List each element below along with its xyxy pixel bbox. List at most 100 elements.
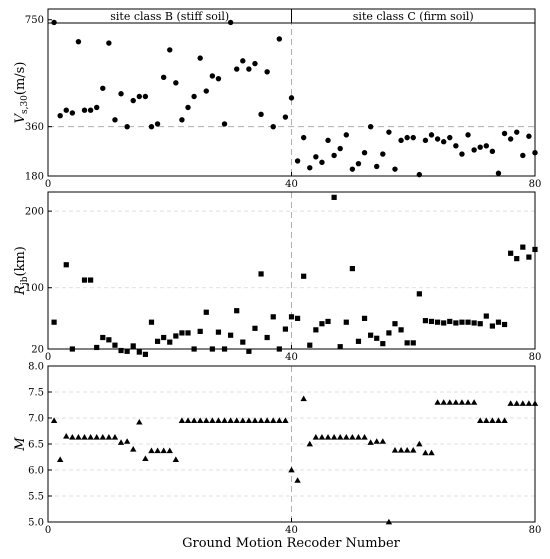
y-tick-label: 200 xyxy=(25,207,44,218)
y-tick-label: 6.5 xyxy=(28,440,44,451)
data-point xyxy=(416,171,423,178)
data-point xyxy=(331,194,337,200)
data-point xyxy=(209,417,216,423)
data-point xyxy=(374,163,380,170)
x-tick-label: 40 xyxy=(285,525,298,536)
y-tick-label: 5.5 xyxy=(28,492,44,503)
data-point xyxy=(422,449,429,456)
data-point xyxy=(87,107,94,113)
data-point xyxy=(349,166,356,172)
data-point xyxy=(403,447,411,453)
y-axis-label-main: R xyxy=(13,285,28,296)
data-point xyxy=(294,477,301,483)
data-point xyxy=(276,417,283,423)
panel-2: 20 100 200 0 40 80 Rjb(km) xyxy=(13,191,542,363)
data-point xyxy=(367,439,374,445)
data-point xyxy=(428,318,435,325)
data-point xyxy=(410,447,417,453)
data-point xyxy=(386,129,392,135)
data-point xyxy=(331,152,337,159)
data-point xyxy=(75,434,82,440)
data-point xyxy=(391,447,399,453)
data-point xyxy=(270,123,276,130)
data-point xyxy=(154,447,161,454)
y-tick-label: 5.0 xyxy=(28,518,44,529)
data-point xyxy=(440,139,447,145)
x-axis-label: Ground Motion Recoder Number xyxy=(182,536,401,551)
data-point xyxy=(227,19,234,26)
data-point xyxy=(81,277,88,283)
data-point xyxy=(483,143,489,149)
data-point xyxy=(215,75,222,82)
data-point xyxy=(373,438,380,444)
data-point xyxy=(63,262,69,268)
data-point xyxy=(300,134,307,141)
data-point xyxy=(434,136,441,142)
data-point xyxy=(282,417,289,423)
data-point xyxy=(251,417,259,423)
y-tick-label: 360 xyxy=(25,122,44,133)
y-tick-label: 750 xyxy=(25,15,44,26)
data-point xyxy=(330,434,338,440)
data-point xyxy=(483,417,490,423)
data-point xyxy=(470,399,478,405)
data-point xyxy=(179,330,185,336)
data-point xyxy=(142,351,148,357)
x-tick-label: 0 xyxy=(45,179,51,190)
data-point xyxy=(477,144,483,150)
data-point xyxy=(93,434,100,440)
data-point xyxy=(123,438,131,444)
data-point xyxy=(458,399,466,405)
y-axis-label-unit: (m/s) xyxy=(13,62,28,96)
data-point xyxy=(477,417,484,423)
x-tick-label: 80 xyxy=(529,352,542,363)
data-point xyxy=(209,346,215,352)
data-point xyxy=(508,250,514,256)
data-point xyxy=(520,152,526,159)
data-markers xyxy=(51,19,538,178)
data-point xyxy=(428,449,435,456)
data-point xyxy=(258,111,264,118)
data-point xyxy=(477,321,483,327)
data-point xyxy=(495,319,502,325)
data-point xyxy=(81,107,88,113)
data-point xyxy=(270,417,277,423)
data-point xyxy=(282,114,289,120)
data-point xyxy=(117,439,125,445)
data-point xyxy=(319,159,325,165)
data-point xyxy=(459,319,465,325)
data-point xyxy=(397,447,405,453)
data-point xyxy=(507,136,514,142)
data-point xyxy=(319,321,325,327)
data-markers xyxy=(50,395,539,525)
data-point xyxy=(148,447,155,454)
data-point xyxy=(233,417,240,423)
data-point xyxy=(301,273,307,279)
data-point xyxy=(355,160,362,167)
data-point xyxy=(288,314,295,320)
data-point xyxy=(161,334,167,341)
y-tick-label: 100 xyxy=(25,283,44,294)
panel-3: 5.0 5.5 6.0 6.5 7.0 7.5 8.0 0 40 80 M xyxy=(13,362,541,537)
data-point xyxy=(374,335,380,341)
data-point xyxy=(501,130,508,137)
data-point xyxy=(495,170,502,176)
chart-panels: site class B (stiff soil) site class C (f… xyxy=(13,8,542,537)
data-point xyxy=(100,85,106,91)
data-point xyxy=(221,346,228,352)
data-point xyxy=(337,434,344,440)
data-point xyxy=(196,417,204,423)
data-point xyxy=(440,399,447,405)
data-point xyxy=(124,348,130,354)
data-point xyxy=(349,434,356,440)
data-point xyxy=(459,151,465,157)
data-point xyxy=(447,318,453,325)
data-point xyxy=(111,434,119,440)
data-point xyxy=(63,433,70,439)
y-tick-label: 6.0 xyxy=(28,466,44,477)
data-point xyxy=(94,104,100,111)
data-point xyxy=(361,434,368,440)
data-point xyxy=(191,346,197,352)
data-point xyxy=(404,340,410,346)
